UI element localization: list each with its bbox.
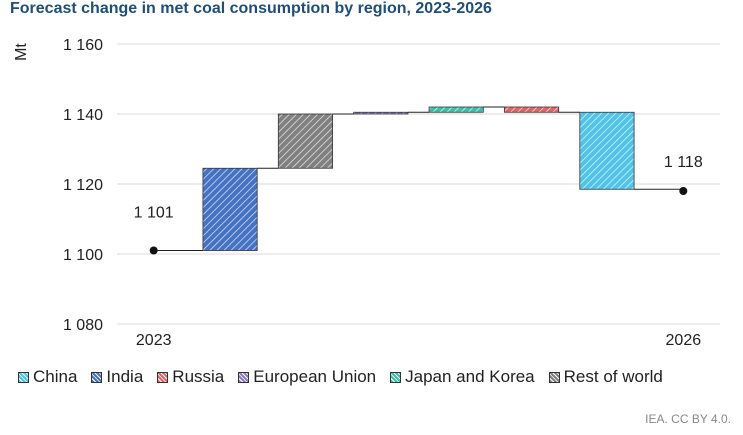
- start-point: [149, 246, 158, 255]
- legend-item-russia: Russia: [157, 367, 224, 387]
- legend-swatch: [157, 371, 169, 383]
- x-label-end: 2026: [666, 332, 702, 349]
- bar-russia: [504, 106, 560, 113]
- x-label-start: 2023: [136, 332, 172, 349]
- bar-india: [202, 167, 258, 251]
- y-tick-label: 1 120: [63, 177, 103, 194]
- legend-swatch: [238, 371, 250, 383]
- connectors: [153, 106, 684, 251]
- legend-label: China: [33, 367, 78, 386]
- legend-label: Russia: [172, 367, 225, 386]
- end-point: [679, 187, 688, 195]
- legend-item-european-union: European Union: [238, 367, 376, 387]
- y-tick-label: 1 160: [63, 37, 103, 54]
- y-axis-unit-label: Mt: [13, 43, 30, 61]
- start-value-label: 1 101: [134, 205, 174, 222]
- legend-swatch: [18, 371, 29, 383]
- legend-label: India: [106, 367, 144, 386]
- chart-title: Forecast change in met coal consumption …: [10, 0, 492, 17]
- y-tick-label: 1 100: [63, 247, 103, 264]
- legend-item-china: China: [18, 367, 77, 387]
- legend-label: European Union: [253, 367, 377, 386]
- y-tick-label: 1 080: [63, 317, 103, 334]
- bar-china: [579, 111, 635, 190]
- bars: [202, 106, 635, 251]
- y-tick-label: 1 140: [63, 107, 103, 124]
- legend-swatch: [91, 371, 103, 383]
- credit-text: IEA. CC BY 4.0.: [645, 412, 731, 426]
- legend-swatch: [548, 371, 560, 383]
- endpoints: 1 101 2023 1 118 2026: [134, 154, 703, 349]
- y-axis: 1 080 1 100 1 120 1 140 1 160 Mt: [13, 37, 103, 334]
- legend-item-india: India: [91, 367, 143, 387]
- legend-label: Rest of world: [563, 367, 663, 386]
- end-value-label: 1 118: [664, 154, 703, 171]
- bar-japan-and-korea: [428, 106, 484, 113]
- legend: China India Russia European Union Japan and …: [18, 365, 677, 389]
- legend-item-japan-and-korea: Japan and Korea: [390, 367, 535, 387]
- legend-swatch: [390, 371, 402, 383]
- bar-rest-of-world: [277, 113, 333, 169]
- bar-european-union: [353, 111, 409, 115]
- legend-label: Japan and Korea: [405, 367, 535, 386]
- legend-item-rest-of-world: Rest of world: [548, 367, 663, 387]
